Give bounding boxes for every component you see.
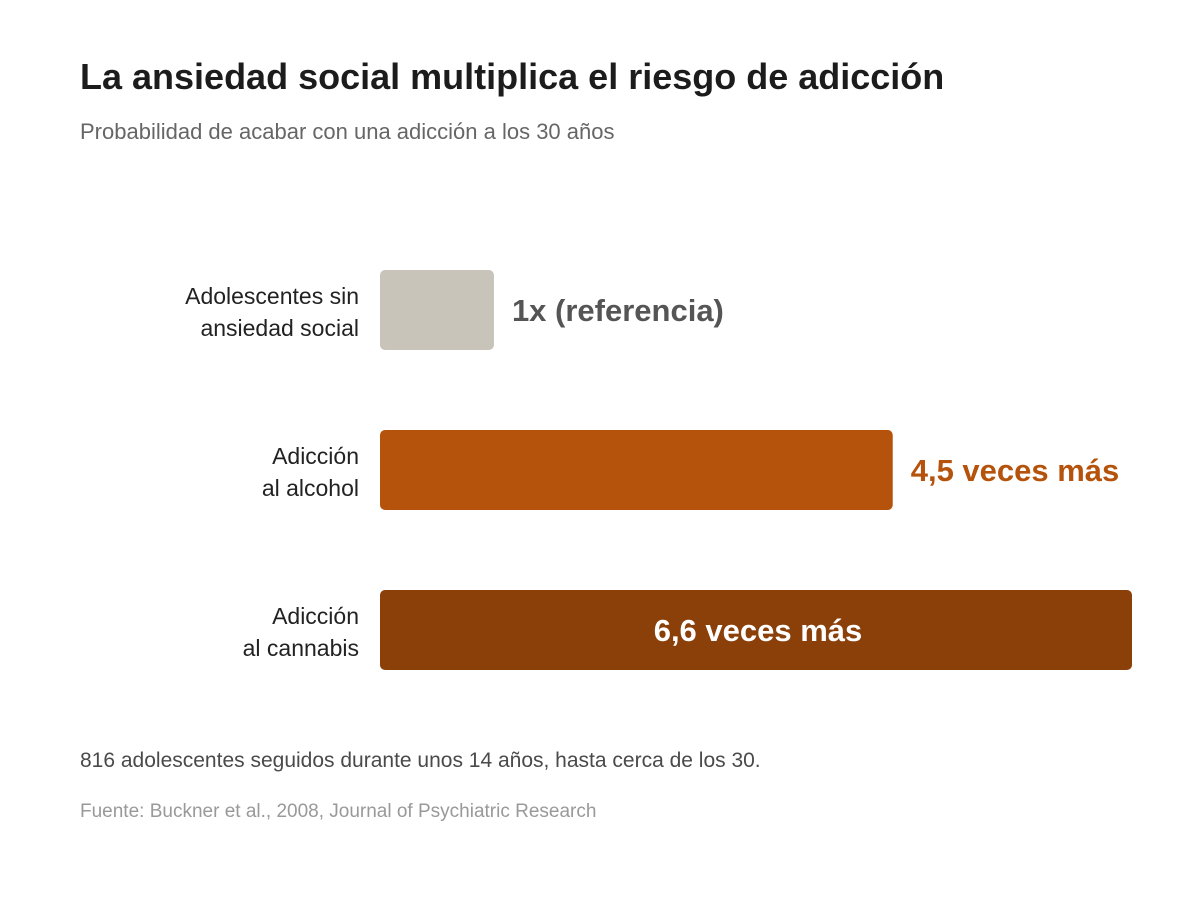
bar-1: [380, 430, 893, 510]
value-label-0: 1x (referencia): [512, 293, 724, 328]
category-label-1: Adicción al alcohol: [262, 443, 359, 501]
source-credit: Fuente: Buckner et al., 2008, Journal of…: [80, 801, 597, 822]
value-label-2: 6,6 veces más: [654, 613, 863, 648]
category-label-2: Adicción al cannabis: [243, 603, 359, 661]
bar-2: [380, 590, 1132, 670]
chart-title: La ansiedad social multiplica el riesgo …: [80, 56, 945, 97]
category-label-0: Adolescentes sin ansiedad social: [185, 283, 359, 341]
value-label-1: 4,5 veces más: [911, 453, 1120, 488]
bar-0: [380, 270, 494, 350]
study-note: 816 adolescentes seguidos durante unos 1…: [80, 749, 761, 772]
chart-subtitle: Probabilidad de acabar con una adicción …: [80, 119, 615, 144]
